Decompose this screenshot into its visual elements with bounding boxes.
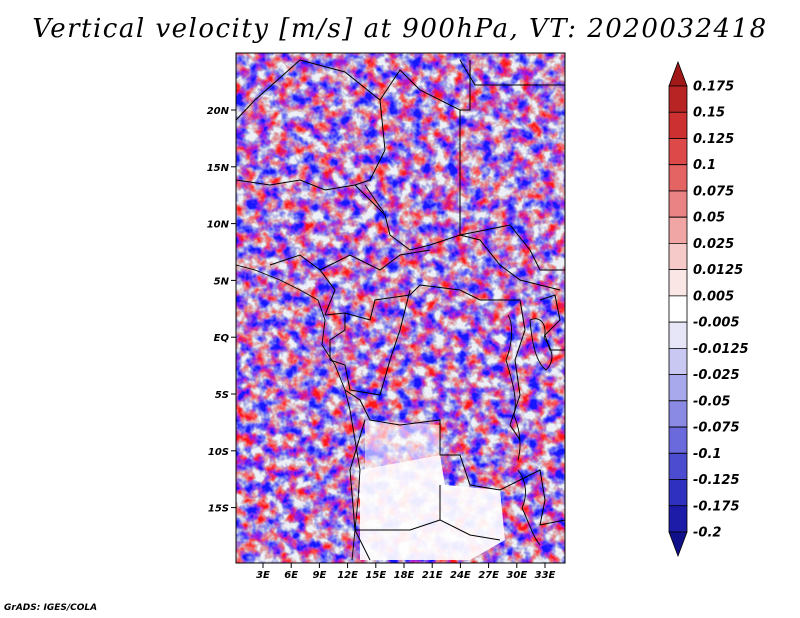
colorbar-label: 0.175: [693, 80, 734, 95]
colorbar-label: 0.125: [693, 132, 734, 147]
colorbar-bin: [668, 295, 688, 323]
calm-area-angola: [365, 420, 440, 470]
lon-label: 12E: [337, 570, 358, 581]
colorbar-label: 0.05: [693, 211, 725, 226]
colorbar-label: 0.0125: [693, 263, 743, 278]
lon-label: 33E: [535, 570, 556, 581]
lat-label: EQ: [214, 333, 230, 344]
colorbar-label: -0.075: [693, 421, 740, 436]
colorbar-label: -0.175: [693, 499, 740, 514]
lat-label: 15N: [207, 163, 230, 174]
colorbar-label: 0.075: [693, 184, 734, 199]
lat-label: 10N: [207, 220, 230, 231]
colorbar-label: 0.005: [693, 289, 734, 304]
lon-label: 3E: [256, 570, 270, 581]
colorbar-bin: [668, 269, 688, 297]
lat-label: 5N: [214, 276, 230, 287]
colorbar-bin: [668, 452, 688, 480]
colorbar-bin: [668, 400, 688, 428]
colorbar-bin: [668, 347, 688, 375]
lon-label: 24E: [450, 570, 471, 581]
lat-label: 5S: [215, 390, 229, 401]
lon-label: 21E: [422, 570, 443, 581]
lon-label: 27E: [478, 570, 499, 581]
coastlines: [236, 184, 553, 561]
colorbar-bin: [668, 85, 688, 113]
colorbar-bin: [668, 321, 688, 349]
lon-label: 6E: [284, 570, 298, 581]
colorbar-label: 0.1: [693, 158, 716, 173]
lat-label: 15S: [208, 504, 229, 515]
colorbar-label: -0.005: [693, 316, 740, 331]
lon-label: 18E: [394, 570, 415, 581]
calm-area-south: [360, 455, 505, 560]
colorbar-bin: [668, 374, 688, 402]
map-frame: [235, 52, 566, 564]
colorbar-bin: [668, 111, 688, 139]
colorbar-label: -0.025: [693, 368, 740, 383]
longitude-axis: 3E 6E 9E 12E 15E 18E 21E 24E 27E 30E 33E: [256, 563, 556, 581]
grads-credit: GrADS: IGES/COLA: [4, 603, 98, 613]
lat-label: 10S: [208, 447, 229, 458]
colorbar-label: -0.0125: [693, 342, 749, 357]
colorbar-bin: [668, 479, 688, 507]
chart-title: Vertical velocity [m/s] at 900hPa, VT: 2…: [32, 14, 768, 44]
colorbar-bin: [668, 164, 688, 192]
colorbar-bin: [668, 505, 688, 533]
colorbar-label: -0.125: [693, 473, 740, 488]
map-panel: [235, 52, 566, 564]
lon-label: 15E: [365, 570, 386, 581]
colorbar-bin: [668, 190, 688, 218]
colorbar-bin: [668, 243, 688, 271]
colorbar-bin: [668, 60, 688, 87]
colorbar: 0.175 0.15 0.125 0.1 0.075 0.05 0.025 0.0125 0.0…: [668, 60, 749, 558]
colorbar-label: -0.1: [693, 447, 721, 462]
lat-label: 20N: [207, 106, 230, 117]
colorbar-bin: [668, 426, 688, 454]
colorbar-bin: [668, 138, 688, 166]
colorbar-label: -0.05: [693, 394, 730, 409]
colorbar-label: 0.15: [693, 106, 725, 121]
colorbar-bin: [668, 216, 688, 244]
colorbar-bin: [668, 531, 688, 558]
colorbar-label: -0.2: [693, 526, 721, 541]
latitude-axis: 20N 15N 10N 5N EQ 5S 10S 15S: [207, 106, 236, 515]
lon-label: 9E: [313, 570, 327, 581]
colorbar-label: 0.025: [693, 237, 734, 252]
lon-label: 30E: [506, 570, 527, 581]
country-borders: [236, 59, 565, 561]
